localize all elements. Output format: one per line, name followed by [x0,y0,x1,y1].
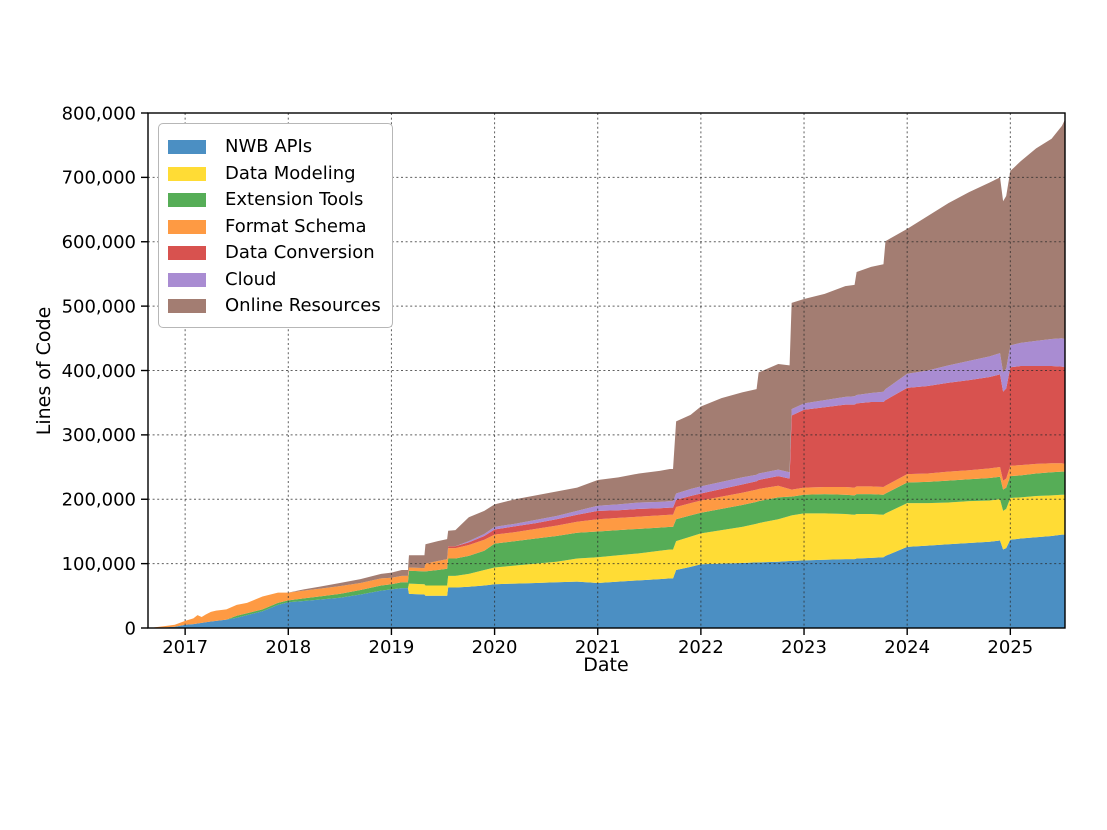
legend-item: Cloud [168,267,384,293]
legend-label: Data Conversion [225,242,375,263]
area-format-schema [154,463,1065,628]
x-tick-labels: 2017 2018 2019 2020 2021 2022 2023 2024 2025 [162,637,1033,658]
y-tick-labels: 0 100,000 200,000 300,000 400,000 500,000 600,… [62,103,136,639]
legend-swatch-icon [168,299,206,313]
x-tick-label: 2022 [678,637,724,658]
axis-ticks [141,112,1012,635]
legend-label: Online Resources [225,295,381,316]
legend-item: Extension Tools [168,187,384,213]
legend-label: Data Modeling [225,162,356,184]
y-tick-label: 800,000 [62,103,136,124]
area-extension-tools [154,471,1065,628]
legend-label: Extension Tools [225,189,364,210]
legend-item: Data Conversion [168,240,384,266]
x-tick-label: 2021 [575,637,621,658]
x-tick-label: 2025 [987,637,1033,658]
area-nwb-apis [154,534,1065,628]
x-tick-label: 2023 [781,637,827,658]
legend-label: NWB APIs [225,136,313,157]
legend-swatch-icon [168,193,206,207]
legend-swatch-icon [168,219,206,234]
x-tick-label: 2019 [369,637,415,658]
legend-swatch-icon [168,272,206,287]
legend: NWB APIs Data Modeling Extension Tools Form… [158,123,393,328]
y-tick-label: 200,000 [62,490,136,511]
legend-item: Online Resources [168,293,384,319]
y-tick-label: 600,000 [62,232,136,253]
legend-swatch-icon [168,166,206,181]
x-tick-label: 2020 [472,637,518,658]
y-tick-label: 300,000 [62,425,136,446]
area-data-conversion [154,365,1065,628]
y-axis-label: Lines of Code [33,307,55,436]
y-tick-label: 500,000 [62,296,136,317]
legend-label: Format Schema [225,215,367,237]
area-online-resources [154,119,1065,628]
y-tick-label: 0 [125,618,136,639]
stacked-areas [154,119,1065,628]
x-tick-label: 2024 [884,637,930,658]
x-axis-label: Date [583,654,628,676]
legend-item: Data Modeling [168,161,384,187]
legend-item: Format Schema [168,214,384,240]
y-tick-label: 400,000 [62,361,136,382]
legend-item: NWB APIs [168,134,384,160]
x-tick-label: 2017 [162,637,208,658]
x-tick-label: 2018 [265,637,311,658]
y-tick-label: 100,000 [62,554,136,575]
area-cloud [154,338,1065,628]
legend-swatch-icon [168,140,206,154]
y-tick-label: 700,000 [62,168,136,189]
legend-label: Cloud [225,268,277,290]
area-data-modeling [154,494,1065,628]
legend-swatch-icon [168,246,206,260]
